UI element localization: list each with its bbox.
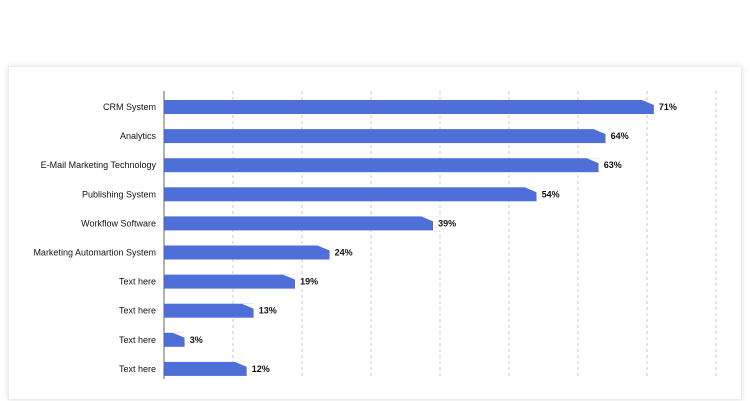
- value-label: 64%: [611, 131, 629, 141]
- bar: [164, 274, 296, 289]
- category-label: Text here: [119, 306, 156, 316]
- value-callout: [524, 187, 567, 202]
- value-label: 12%: [252, 364, 270, 374]
- bar: [164, 100, 654, 114]
- bar: [164, 245, 330, 260]
- bar-chart: CRM System 71% Analytics 64% E-Mail Marketin…: [33, 91, 717, 379]
- bar: [164, 129, 606, 144]
- chart-card: CRM System 71% Analytics 64% E-Mail Marketin…: [8, 66, 742, 400]
- value-callout: [641, 100, 684, 114]
- value-callout: [283, 274, 326, 289]
- value-label: 13%: [259, 306, 277, 316]
- value-label: 24%: [335, 248, 353, 258]
- category-label: CRM System: [103, 102, 156, 112]
- bar: [164, 216, 434, 231]
- category-label: E-Mail Marketing Technology: [41, 160, 157, 170]
- value-label: 71%: [659, 102, 677, 112]
- category-label: Workflow Software: [81, 218, 156, 228]
- bar: [164, 332, 185, 347]
- category-label: Publishing System: [82, 189, 156, 199]
- value-callout: [234, 361, 277, 376]
- value-label: 54%: [542, 189, 560, 199]
- value-label: 3%: [190, 335, 203, 345]
- bar: [164, 158, 599, 173]
- value-callout: [172, 332, 209, 347]
- value-callout: [421, 216, 464, 231]
- value-label: 63%: [604, 160, 622, 170]
- value-callout: [241, 303, 284, 318]
- value-label: 19%: [300, 277, 318, 287]
- value-callout: [317, 245, 360, 260]
- category-label: Text here: [119, 335, 156, 345]
- value-callout: [586, 158, 629, 173]
- value-label: 39%: [438, 218, 456, 228]
- bar: [164, 361, 247, 376]
- bar: [164, 187, 537, 202]
- value-callout: [593, 129, 636, 144]
- category-label: Text here: [119, 277, 156, 287]
- category-label: Text here: [119, 364, 156, 374]
- category-label: Marketing Automartion System: [33, 248, 156, 258]
- category-label: Analytics: [120, 131, 157, 141]
- bar: [164, 303, 254, 318]
